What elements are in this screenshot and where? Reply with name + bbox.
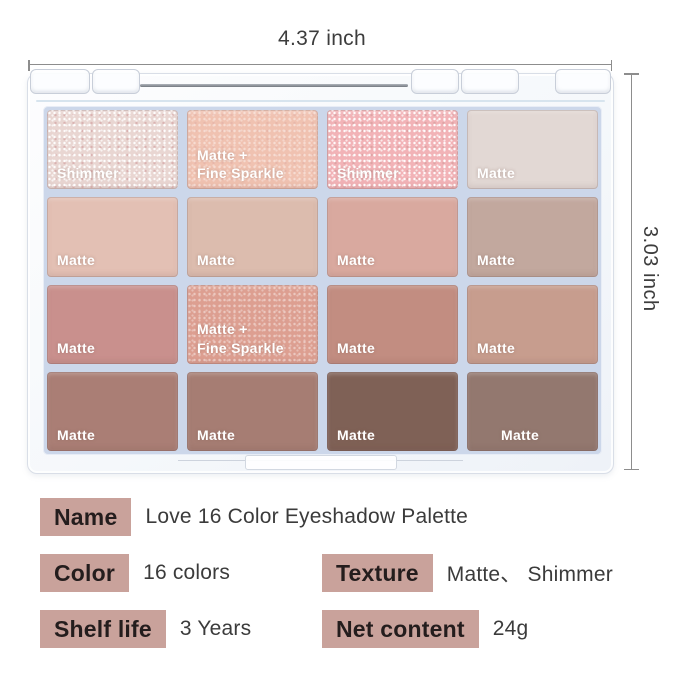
- pan-finish-label: Matte: [57, 252, 96, 269]
- pan-finish-label: Matte: [501, 426, 540, 443]
- spec-group-shelf-life: Shelf life 3 Years: [40, 610, 251, 648]
- spec-row-name: Name Love 16 Color Eyeshadow Palette: [40, 498, 655, 536]
- spec-value-texture: Matte、 Shimmer: [446, 563, 613, 586]
- eyeshadow-pan: Matte: [327, 371, 458, 451]
- pan-finish-label: Shimmer: [57, 165, 120, 182]
- eyeshadow-pan: Matte: [47, 284, 178, 364]
- pan-finish-label: Matte: [477, 339, 516, 356]
- eyeshadow-pan: Matte: [47, 197, 178, 277]
- spec-group-net-content: Net content 24g: [322, 610, 528, 648]
- spec-chip-texture: Texture: [322, 554, 433, 592]
- spec-chip-color: Color: [40, 554, 130, 592]
- eyeshadow-pan: Matte: [467, 110, 598, 190]
- pan-finish-label: Matte: [337, 339, 376, 356]
- specs-section: Name Love 16 Color Eyeshadow Palette Col…: [40, 498, 655, 666]
- pan-finish-label: Matte: [477, 165, 516, 182]
- spec-row-color-texture: Color 16 colors Texture Matte、 Shimmer: [40, 554, 655, 592]
- lid-seam: [36, 100, 605, 102]
- eyeshadow-pan: Matte + Fine Sparkle: [187, 284, 318, 365]
- eyeshadow-pan: Matte: [467, 371, 598, 451]
- pan-finish-label: Matte: [57, 339, 96, 356]
- pan-finish-label: Shimmer: [337, 165, 400, 182]
- hinge-tab-icon: [461, 69, 519, 94]
- pan-finish-label: Matte: [477, 252, 516, 269]
- hinge-tab-icon: [30, 69, 90, 94]
- pan-finish-label: Matte + Fine Sparkle: [197, 146, 284, 182]
- pan-tray: Shimmer Matte + Fine Sparkle Shimmer Mat…: [43, 106, 602, 455]
- hinge-rod-icon: [140, 84, 408, 87]
- spec-value-shelf-life: 3 Years: [179, 617, 252, 640]
- spec-chip-name: Name: [40, 498, 132, 536]
- spec-value-name: Love 16 Color Eyeshadow Palette: [145, 505, 469, 528]
- pan-finish-label: Matte: [57, 426, 96, 443]
- pan-finish-label: Matte: [337, 252, 376, 269]
- spec-value-net-content: 24g: [492, 617, 529, 640]
- eyeshadow-pan: Matte: [187, 197, 318, 277]
- pan-finish-label: Matte: [197, 426, 236, 443]
- height-dimension-line: [624, 73, 639, 470]
- height-dimension-label: 3.03 inch: [639, 226, 661, 312]
- hinge-tab-icon: [92, 69, 140, 94]
- eyeshadow-pan: Matte: [467, 284, 598, 364]
- eyeshadow-pan: Matte: [327, 197, 458, 277]
- eyeshadow-pan: Shimmer: [327, 110, 458, 190]
- width-dimension-line: [28, 60, 612, 71]
- eyeshadow-pan: Matte: [187, 371, 318, 451]
- pan-finish-label: Matte: [337, 426, 376, 443]
- palette-clasp: [244, 455, 397, 470]
- spec-group-texture: Texture Matte、 Shimmer: [322, 554, 613, 592]
- spec-group-color: Color 16 colors: [40, 554, 230, 592]
- eyeshadow-pan: Matte: [47, 371, 178, 451]
- width-dimension-label: 4.37 inch: [278, 27, 366, 50]
- pan-finish-label: Matte: [197, 252, 236, 269]
- spec-chip-shelf-life: Shelf life: [40, 610, 166, 648]
- eyeshadow-pan: Shimmer: [47, 110, 178, 190]
- palette-case: Shimmer Matte + Fine Sparkle Shimmer Mat…: [27, 69, 614, 474]
- eyeshadow-pan: Matte: [327, 284, 458, 364]
- eyeshadow-pan: Matte: [467, 197, 598, 277]
- pan-finish-label: Matte + Fine Sparkle: [197, 321, 284, 356]
- hinge-tab-icon: [411, 69, 459, 94]
- hinge-tab-icon: [555, 69, 611, 94]
- spec-chip-net-content: Net content: [322, 610, 479, 648]
- spec-row-shelf-net: Shelf life 3 Years Net content 24g: [40, 610, 655, 648]
- spec-value-color: 16 colors: [143, 561, 231, 584]
- eyeshadow-pan: Matte + Fine Sparkle: [187, 110, 318, 190]
